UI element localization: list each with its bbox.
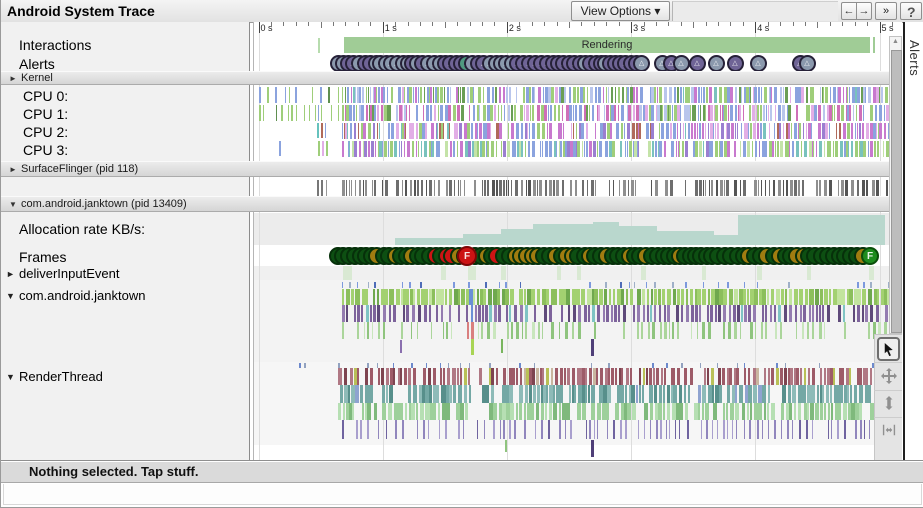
- vertical-arrow-icon: [885, 396, 892, 410]
- cursor-icon: [884, 342, 893, 356]
- chevron-right-icon[interactable]: ►: [9, 74, 17, 83]
- scroll-up-icon[interactable]: ▲: [892, 38, 899, 45]
- select-tool-button[interactable]: [877, 337, 900, 361]
- row-label-render-thread: RenderThread: [19, 369, 103, 384]
- help-button[interactable]: ?: [900, 2, 922, 20]
- row-label-allocation: Allocation rate KB/s:: [19, 221, 146, 237]
- row-label-deliver-input-event: deliverInputEvent: [19, 266, 120, 281]
- alerts-side-tab[interactable]: Alerts: [903, 22, 923, 460]
- alerts-tab-label: Alerts: [907, 40, 922, 77]
- chevron-right-icon[interactable]: ►: [6, 269, 15, 279]
- row-label-cpu2: CPU 2:: [23, 124, 69, 140]
- track-labels-panel: [1, 22, 250, 460]
- row-label-cpu3: CPU 3:: [23, 142, 69, 158]
- kernel-header-label: Kernel: [21, 72, 53, 84]
- title-bar: Android System Trace View Options ▾ ← → …: [1, 0, 923, 23]
- section-header-kernel[interactable]: ► Kernel: [1, 71, 902, 85]
- row-label-cpu1: CPU 1:: [23, 106, 69, 122]
- row-label-cpu0: CPU 0:: [23, 88, 69, 104]
- scrollbar-thumb[interactable]: [891, 50, 902, 333]
- move-icon: [880, 368, 897, 384]
- janktown-thread-band: [254, 280, 902, 362]
- vertical-scrollbar[interactable]: ▲: [889, 36, 902, 334]
- zoom-tool-button[interactable]: [877, 391, 900, 415]
- timing-tool-button[interactable]: [877, 418, 900, 442]
- surfaceflinger-header-label: SurfaceFlinger (pid 118): [21, 163, 139, 175]
- janktown-header-label: com.android.janktown (pid 13409): [21, 198, 187, 210]
- page-title: Android System Trace: [7, 3, 155, 19]
- row-label-interactions: Interactions: [19, 37, 92, 53]
- horizontal-span-icon: [882, 424, 895, 436]
- section-header-surfaceflinger[interactable]: ► SurfaceFlinger (pid 118): [1, 161, 902, 177]
- section-header-janktown[interactable]: ▼ com.android.janktown (pid 13409): [1, 196, 902, 212]
- status-message: Nothing selected. Tap stuff.: [29, 464, 199, 479]
- selection-detail-panel: [3, 484, 922, 505]
- pan-tool-button[interactable]: [877, 364, 900, 388]
- bottom-divider-highlight: [1, 461, 923, 462]
- pan-arrow-buttons: ← →: [841, 2, 872, 20]
- row-label-frames: Frames: [19, 249, 67, 265]
- row-label-janktown-thread: com.android.janktown: [19, 288, 146, 303]
- render-thread-band: [254, 362, 902, 445]
- chevron-right-icon[interactable]: ►: [9, 165, 17, 174]
- allocation-band: [254, 213, 902, 245]
- bottom-divider: [1, 460, 923, 461]
- chevron-down-icon[interactable]: ▼: [9, 200, 17, 209]
- toolbar-blank-area: [672, 1, 838, 21]
- pan-left-button[interactable]: ←: [843, 5, 855, 17]
- pan-right-button[interactable]: →: [856, 3, 871, 19]
- view-options-button[interactable]: View Options ▾: [571, 1, 670, 21]
- panel-divider[interactable]: [249, 22, 250, 460]
- status-bar: Nothing selected. Tap stuff.: [1, 462, 923, 483]
- panel-divider-inner: [253, 22, 254, 460]
- chevron-down-icon[interactable]: ▼: [6, 291, 15, 301]
- row-label-alerts: Alerts: [19, 56, 55, 72]
- deliver-input-band: [254, 266, 902, 280]
- expand-panel-button[interactable]: »: [875, 2, 897, 20]
- chevron-down-icon[interactable]: ▼: [6, 372, 15, 382]
